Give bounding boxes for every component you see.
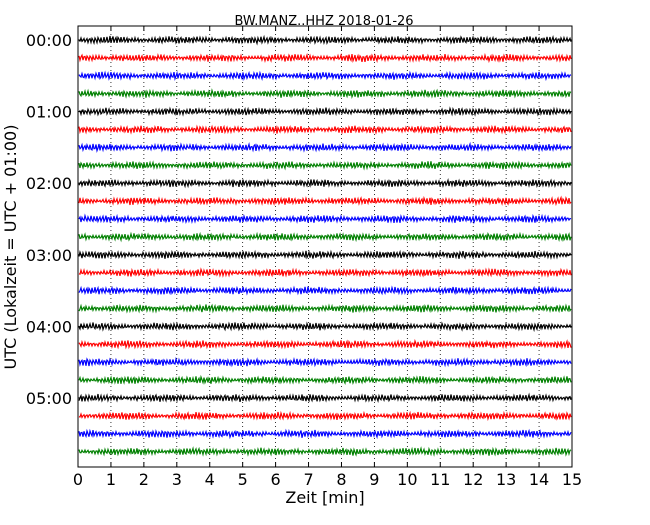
x-tick-label: 11: [430, 470, 450, 489]
x-tick-label: 1: [106, 470, 116, 489]
x-axis-ticks: 0 1 2 3 4 5 6 7 8 9 10 11 12 13 14 15: [73, 26, 582, 489]
seismic-traces: [78, 34, 572, 457]
trace-line: [78, 303, 572, 314]
x-tick-label: 9: [369, 470, 379, 489]
x-tick-label: 2: [139, 470, 149, 489]
trace-line: [78, 231, 572, 243]
trace-line: [78, 160, 572, 171]
y-tick-label: 03:00: [26, 246, 72, 265]
y-tick-label: 00:00: [26, 31, 72, 50]
x-tick-label: 8: [336, 470, 346, 489]
trace-line: [78, 249, 572, 260]
trace-line: [78, 356, 572, 368]
y-tick-label: 05:00: [26, 389, 72, 408]
x-tick-label: 14: [529, 470, 549, 489]
y-tick-label: 04:00: [26, 317, 72, 336]
grid-lines: [110, 26, 540, 467]
trace-line: [78, 34, 572, 46]
trace-line: [78, 52, 572, 64]
trace-line: [78, 195, 572, 207]
x-tick-label: 13: [496, 470, 516, 489]
trace-line: [78, 178, 572, 189]
trace-line: [78, 267, 572, 278]
trace-line: [78, 141, 572, 153]
x-tick-label: 0: [73, 470, 83, 489]
y-tick-label: 02:00: [26, 174, 72, 193]
trace-line: [78, 70, 572, 82]
trace-line: [78, 374, 572, 386]
x-tick-label: 6: [271, 470, 281, 489]
trace-line: [78, 392, 572, 403]
x-tick-label: 10: [397, 470, 417, 489]
chart-title: BW.MANZ..HHZ 2018-01-26: [234, 14, 413, 29]
x-tick-label: 7: [303, 470, 313, 489]
trace-line: [78, 213, 572, 225]
y-axis-label: UTC (Lokalzeit = UTC + 01:00): [1, 125, 20, 370]
x-tick-label: 15: [562, 470, 582, 489]
x-tick-label: 3: [172, 470, 182, 489]
y-axis-ticks: 00:00 01:00 02:00 03:00 04:00 05:00: [26, 31, 572, 408]
trace-line: [78, 338, 572, 350]
trace-line: [78, 124, 572, 135]
trace-line: [78, 321, 572, 333]
plot-frame: [77, 25, 573, 468]
y-tick-label: 01:00: [26, 103, 72, 122]
x-tick-label: 5: [238, 470, 248, 489]
trace-line: [78, 88, 572, 100]
trace-line: [78, 446, 572, 457]
trace-line: [78, 285, 572, 296]
trace-line: [78, 428, 572, 440]
x-tick-label: 4: [205, 470, 215, 489]
x-tick-label: 12: [463, 470, 483, 489]
x-axis-label: Zeit [min]: [285, 488, 364, 507]
trace-line: [78, 410, 572, 422]
trace-line: [79, 106, 572, 117]
